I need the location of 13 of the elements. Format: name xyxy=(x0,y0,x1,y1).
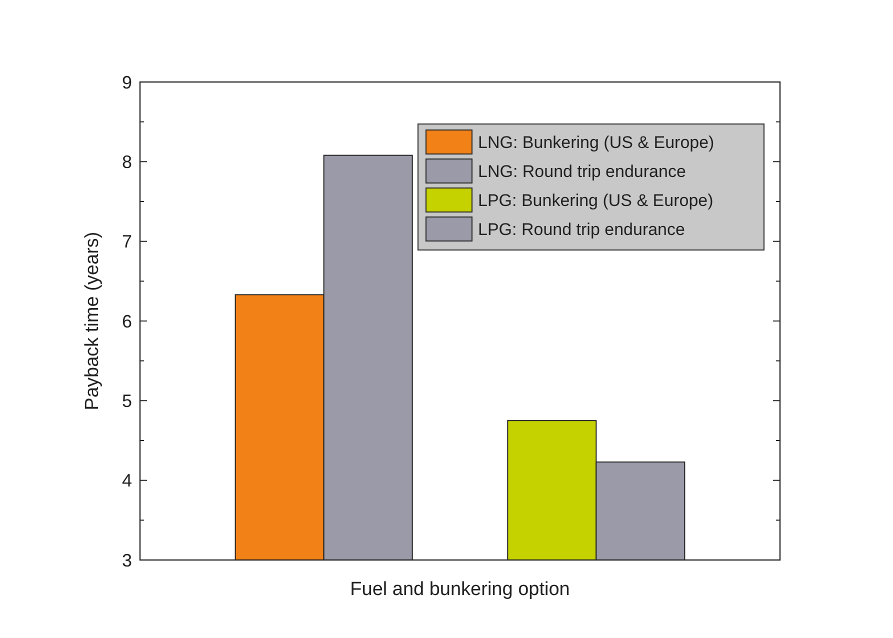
y-tick-label: 9 xyxy=(122,72,132,92)
y-axis-title: Payback time (years) xyxy=(82,232,103,410)
y-tick-label: 7 xyxy=(122,232,132,252)
y-tick-label: 4 xyxy=(122,470,132,491)
legend-label: LNG: Round trip endurance xyxy=(478,162,686,181)
y-tick-label: 5 xyxy=(122,390,132,411)
y-tick-label: 3 xyxy=(122,550,132,570)
legend-label: LNG: Bunkering (US & Europe) xyxy=(478,132,714,152)
y-tick-label: 8 xyxy=(122,152,132,172)
legend-label: LPG: Bunkering (US & Europe) xyxy=(478,190,714,210)
x-axis-title: Fuel and bunkering option xyxy=(350,579,570,600)
y-tick-label: 6 xyxy=(122,311,132,332)
legend-label: LPG: Round trip endurance xyxy=(478,220,685,239)
